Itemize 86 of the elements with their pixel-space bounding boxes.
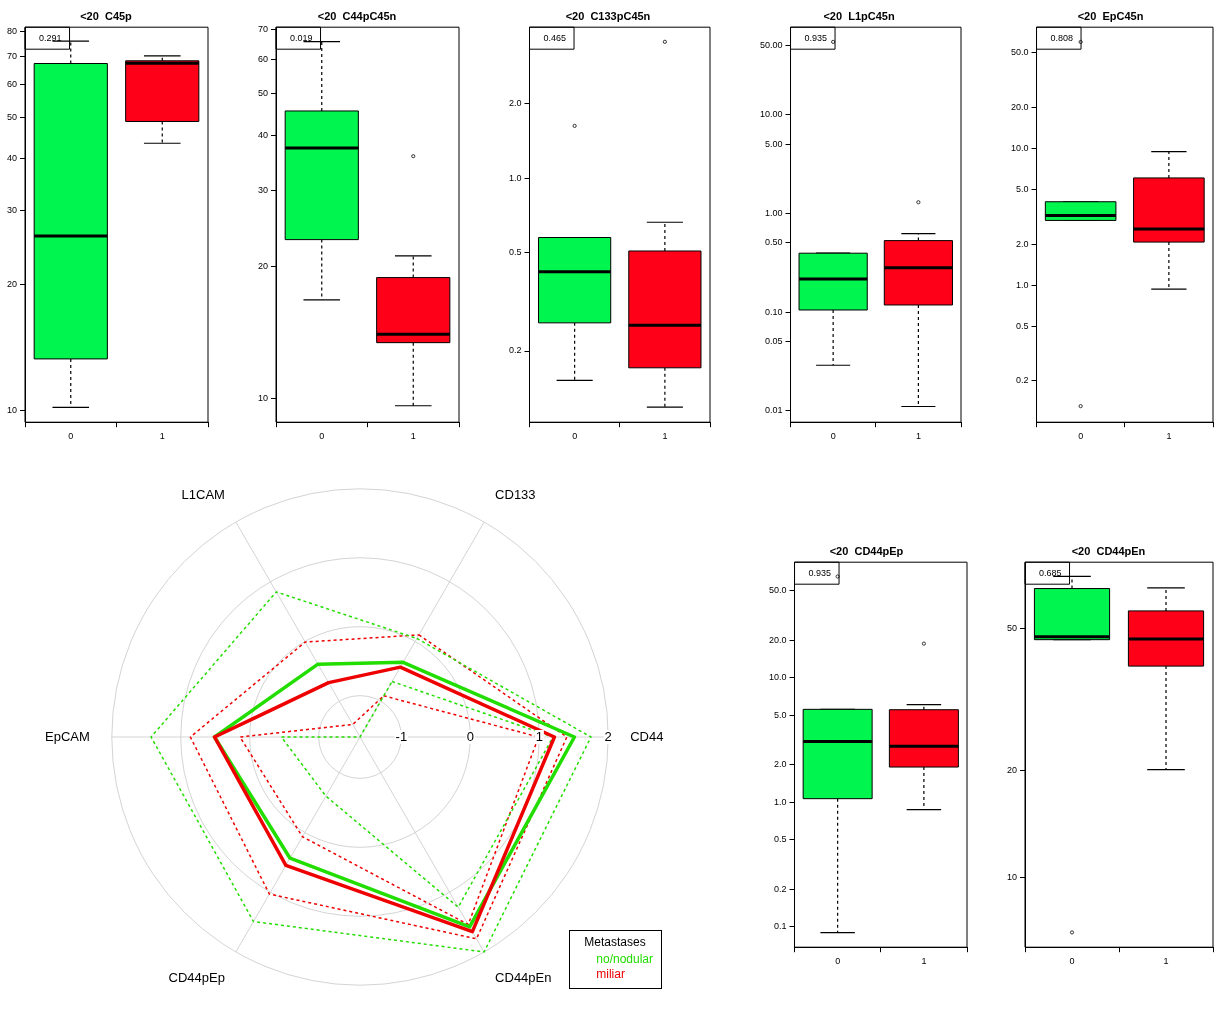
y-tick-label: 80 — [7, 26, 18, 37]
text: no/nodular — [595, 952, 653, 967]
y-tick-label: 10 — [1007, 872, 1018, 883]
x-tick-label: 1 — [662, 431, 668, 442]
spoke-label: CD44 — [630, 728, 664, 744]
y-tick-label: 40 — [258, 130, 269, 141]
annotation: 0.935 — [808, 567, 832, 578]
legend-title: Metastases — [584, 935, 647, 950]
y-tick-label: 20.0 — [1010, 101, 1029, 112]
y-tick-label: 5.0 — [1016, 184, 1029, 195]
y-tick-label: 0.5 — [774, 834, 787, 845]
y-tick-label: 2.0 — [509, 98, 522, 109]
y-tick-label: 30 — [7, 205, 18, 216]
y-tick-label: 0.1 — [774, 921, 787, 932]
x-tick-label: 1 — [915, 431, 921, 442]
x-tick-label: 0 — [572, 431, 578, 442]
chart-title: <20 C44pC45n — [317, 9, 397, 22]
y-tick-label: 70 — [7, 50, 18, 61]
x-tick-label: 0 — [1078, 431, 1084, 442]
y-tick-label: 10.0 — [1010, 142, 1029, 153]
text: miliar — [595, 967, 626, 982]
y-tick-label: 1.00 — [764, 207, 783, 218]
annotation: 0.685 — [1039, 567, 1062, 578]
x-tick-label: 0 — [835, 956, 841, 967]
y-tick-label: 50.0 — [1010, 47, 1029, 58]
y-tick-label: 20 — [258, 261, 269, 272]
annotation: 0.019 — [290, 32, 313, 43]
y-tick-label: 0.2 — [509, 345, 522, 356]
y-tick-label: 10.0 — [768, 672, 787, 683]
spoke-label: CD44pEp — [168, 970, 225, 986]
spoke-label: L1CAM — [181, 486, 225, 502]
spoke-label: CD44pEn — [495, 970, 552, 986]
y-tick-label: 50 — [7, 111, 18, 122]
y-tick-label: 0.5 — [1016, 321, 1029, 332]
y-tick-label: 20 — [7, 279, 18, 289]
y-tick-label: 2.0 — [774, 759, 787, 770]
spoke-label: CD133 — [495, 486, 536, 502]
y-tick-label: 70 — [258, 24, 269, 35]
y-tick-label: 5.0 — [774, 709, 787, 720]
x-tick-label: 1 — [1166, 431, 1172, 442]
y-tick-label: 50.0 — [768, 585, 787, 596]
y-tick-label: 0.01 — [764, 405, 783, 416]
y-tick-label: 50.00 — [759, 39, 783, 50]
x-tick-label: 0 — [68, 431, 74, 442]
chart-title: <20 CD44pEp — [829, 544, 904, 557]
x-tick-label: 1 — [159, 431, 165, 442]
y-tick-label: 0.2 — [774, 883, 787, 894]
y-tick-label: 0.05 — [764, 336, 783, 347]
x-tick-label: 1 — [921, 956, 927, 967]
y-tick-label: 10.00 — [759, 108, 783, 119]
y-tick-label: 60 — [7, 78, 18, 89]
y-tick-label: 50 — [1007, 622, 1018, 633]
chart-title: <20 EpC45n — [1077, 9, 1144, 22]
y-tick-label: 30 — [258, 184, 269, 195]
chart-title: <20 L1pC45n — [823, 9, 895, 22]
x-tick-label: 0 — [319, 431, 325, 442]
y-tick-label: 50 — [258, 88, 269, 99]
chart-title: <20 CD44pEn — [1071, 544, 1146, 557]
y-tick-label: 1.0 — [1016, 279, 1029, 290]
annotation: 0.465 — [543, 32, 567, 43]
x-tick-label: 1 — [1163, 956, 1169, 967]
x-tick-label: 0 — [830, 431, 836, 442]
y-tick-label: 1.0 — [774, 796, 787, 807]
x-tick-label: 0 — [1069, 956, 1075, 967]
y-tick-label: 0.50 — [764, 237, 783, 248]
chart-title: <20 C133pC45n — [565, 9, 651, 22]
y-tick-label: 40 — [7, 152, 18, 163]
y-tick-label: 20 — [1007, 764, 1018, 775]
y-tick-label: 0.5 — [509, 247, 522, 258]
y-tick-label: 5.00 — [764, 138, 783, 149]
y-tick-label: 60 — [258, 53, 269, 64]
x-tick-label: 1 — [410, 431, 416, 442]
y-tick-label: 0.2 — [1016, 375, 1029, 386]
y-tick-label: 10 — [7, 405, 18, 416]
y-tick-label: -1 — [395, 728, 408, 744]
annotation: 0.291 — [39, 32, 62, 43]
y-tick-label: 2.0 — [1016, 238, 1029, 249]
annotation: 0.808 — [1050, 32, 1074, 43]
y-tick-label: 0.10 — [764, 306, 783, 317]
chart-title: <20 C45p — [80, 9, 133, 22]
y-tick-label: 1.0 — [509, 172, 522, 183]
annotation: 0.935 — [804, 32, 828, 43]
y-tick-label: 20.0 — [768, 634, 787, 645]
y-tick-label: 10 — [258, 392, 269, 403]
spoke-label: EpCAM — [44, 728, 90, 744]
y-tick-label: 2 — [604, 728, 612, 744]
